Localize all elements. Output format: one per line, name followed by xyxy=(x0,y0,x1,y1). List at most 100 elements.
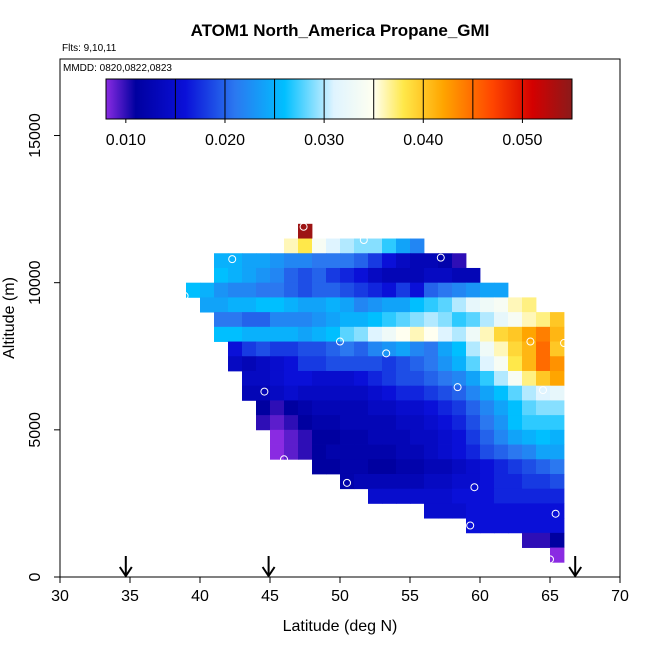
heatmap-cell xyxy=(368,473,383,490)
heatmap-cell xyxy=(410,356,425,372)
heatmap-cell xyxy=(522,429,537,445)
heatmap-cell xyxy=(438,400,453,416)
heatmap-cell xyxy=(480,341,495,357)
heatmap-cell xyxy=(354,356,369,372)
heatmap-cell xyxy=(368,297,383,313)
heatmap-cell xyxy=(298,223,313,239)
x-tick-label: 65 xyxy=(541,588,559,605)
heatmap-cell xyxy=(270,385,285,401)
heatmap-cell xyxy=(312,341,327,357)
heatmap-cell xyxy=(550,459,565,475)
heatmap-cell xyxy=(550,312,565,328)
heatmap-cell xyxy=(298,385,313,401)
sample-point xyxy=(560,339,568,348)
heatmap-cell xyxy=(522,473,537,490)
heatmap-cell xyxy=(368,282,383,298)
heatmap-cell xyxy=(522,459,537,475)
heatmap-cell xyxy=(368,253,383,269)
heatmap-cell xyxy=(508,341,523,357)
heatmap-cell xyxy=(550,429,565,445)
heatmap-cell xyxy=(326,282,341,298)
heatmap-cell xyxy=(326,267,341,284)
sample-point xyxy=(546,555,554,564)
heatmap-cell xyxy=(494,400,509,416)
heatmap-cell xyxy=(298,297,313,313)
heatmap-cell xyxy=(438,503,453,519)
heatmap-cell xyxy=(522,518,537,534)
heatmap-cell xyxy=(508,518,523,534)
x-tick-label: 55 xyxy=(401,588,419,605)
heatmap-cell xyxy=(494,341,509,357)
heatmap-cell xyxy=(550,473,565,490)
heatmap-cell xyxy=(284,356,299,372)
heatmap-cell xyxy=(214,326,229,342)
sample-point xyxy=(526,337,535,346)
heatmap-cell xyxy=(536,370,551,387)
heatmap-cell xyxy=(242,253,257,269)
heatmap-cell xyxy=(424,326,439,342)
heatmap-cell xyxy=(508,429,523,445)
heatmap-cell xyxy=(466,488,481,504)
sample-point xyxy=(359,236,368,245)
heatmap-cell xyxy=(326,370,341,387)
heatmap-cell xyxy=(410,326,425,342)
heatmap-cell xyxy=(508,488,523,504)
heatmap-cell xyxy=(494,385,509,401)
heatmap-cell xyxy=(368,267,383,284)
heatmap-cell xyxy=(522,415,537,431)
heatmap-cell xyxy=(452,326,467,342)
heatmap-cell xyxy=(508,385,523,401)
heatmap-cell xyxy=(452,356,467,372)
heatmap-cell xyxy=(410,341,425,357)
heatmap-cell xyxy=(298,326,313,342)
heatmap-cell xyxy=(508,297,523,313)
heatmap-cell xyxy=(312,282,327,298)
heatmap-cell xyxy=(522,385,537,401)
heatmap-cell xyxy=(298,253,313,269)
heatmap-cell xyxy=(284,341,299,357)
x-tick-label: 45 xyxy=(261,588,279,605)
heatmap-cell xyxy=(354,370,369,387)
flights-label: Flts: 9,10,11 xyxy=(62,43,117,54)
heatmap-cell xyxy=(438,429,453,445)
heatmap-cell xyxy=(242,267,257,284)
sample-point xyxy=(551,509,560,518)
heatmap-cell xyxy=(270,429,285,445)
heatmap-cell xyxy=(424,429,439,445)
heatmap-cell xyxy=(480,400,495,416)
heatmap-cell xyxy=(438,356,453,372)
heatmap-cell xyxy=(284,253,299,269)
heatmap-cell xyxy=(256,267,271,284)
heatmap-cell xyxy=(354,385,369,401)
heatmap-cell xyxy=(270,267,285,284)
colorbar: 0.010 0.020 0.030 0.040 0.050 xyxy=(105,78,573,149)
heatmap-cell xyxy=(326,385,341,401)
heatmap-cell xyxy=(340,282,355,298)
heatmap-cell xyxy=(438,253,453,269)
heatmap-cell xyxy=(396,238,411,254)
heatmap-cell xyxy=(228,312,243,328)
heatmap-cell xyxy=(284,385,299,401)
x-axis-label: Latitude (deg N) xyxy=(283,618,398,635)
heatmap-cell xyxy=(536,473,551,490)
heatmap-cell xyxy=(214,297,229,313)
heatmap-cell xyxy=(256,282,271,298)
heatmap-cell xyxy=(284,297,299,313)
heatmap-cell xyxy=(256,297,271,313)
heatmap-cell xyxy=(494,370,509,387)
heatmap-cell xyxy=(312,267,327,284)
heatmap-cell xyxy=(270,415,285,431)
heatmap-cell xyxy=(326,297,341,313)
heatmap-cell xyxy=(438,473,453,490)
heatmap-cell xyxy=(424,459,439,475)
heatmap-cell xyxy=(298,444,313,460)
sample-point xyxy=(228,255,237,264)
heatmap-cell xyxy=(508,503,523,519)
flight-markers xyxy=(118,556,583,578)
heatmap-cell xyxy=(340,400,355,416)
heatmap-cell xyxy=(410,459,425,475)
heatmap-cell xyxy=(340,473,355,490)
heatmap-cell xyxy=(480,326,495,342)
heatmap-cell xyxy=(550,532,565,548)
